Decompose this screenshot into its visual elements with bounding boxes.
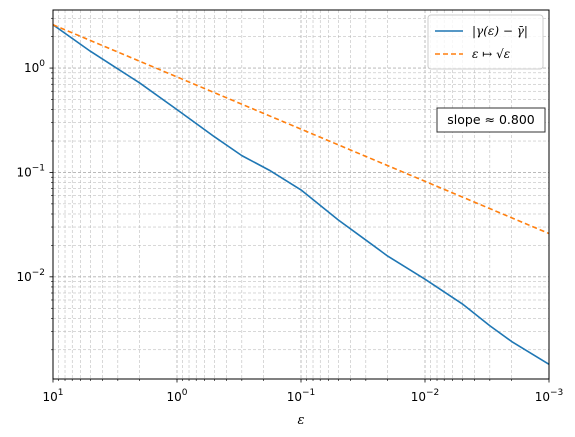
- x-axis-label: ε: [298, 413, 305, 428]
- series-sqrt-line: [53, 24, 549, 235]
- legend-label-abs-difference: |γ(ε) − γ̄|: [472, 24, 528, 38]
- slope-annotation: slope ≈ 0.800: [436, 107, 546, 133]
- y-tick-label: 100: [24, 59, 45, 75]
- x-tick-label: 100: [166, 388, 187, 404]
- grid: [52, 10, 550, 379]
- legend: |γ(ε) − γ̄| ε ↦ √ε: [427, 14, 544, 70]
- x-tick-label: 10−2: [411, 388, 440, 404]
- x-tick-label: 10−1: [287, 388, 316, 404]
- ticks: 101 100 10−1 10−2 10−3 100 10−1 10−2: [16, 17, 564, 404]
- slope-annotation-text: slope ≈ 0.800: [447, 112, 535, 127]
- legend-box: [427, 14, 544, 70]
- slope-annotation-box: [436, 107, 546, 133]
- y-tick-label: 10−1: [16, 163, 45, 179]
- series-layer: [53, 24, 549, 366]
- x-tick-label: 101: [42, 388, 63, 404]
- y-tick-label: 10−2: [16, 268, 45, 284]
- series-abs-difference-line: [53, 24, 549, 366]
- legend-label-sqrt: ε ↦ √ε: [472, 47, 510, 61]
- x-tick-label: 10−3: [535, 388, 564, 404]
